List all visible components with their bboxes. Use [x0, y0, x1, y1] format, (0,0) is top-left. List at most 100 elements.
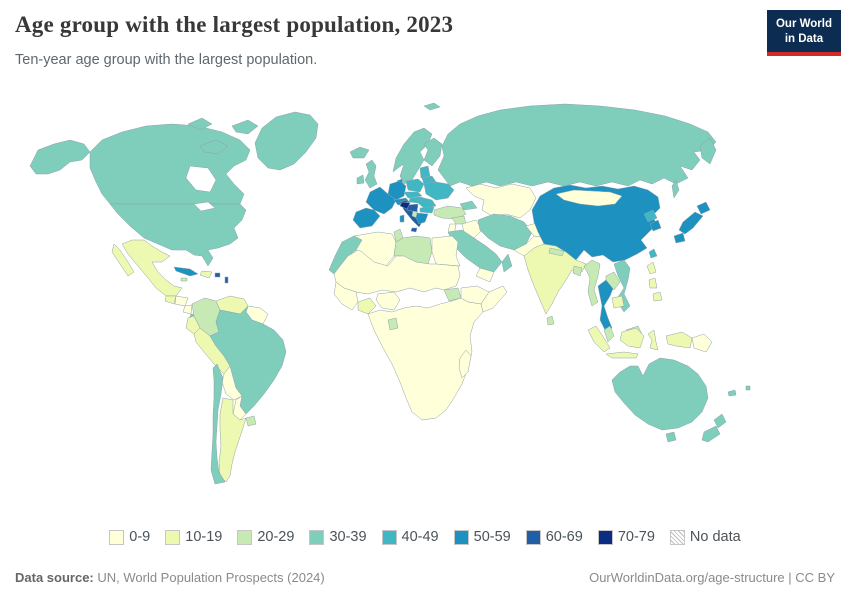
region-finland[interactable] [423, 137, 443, 167]
region-bolivia[interactable] [221, 365, 243, 401]
legend-label: 0-9 [129, 529, 151, 545]
region-caucasus[interactable] [459, 200, 478, 211]
owid-logo[interactable]: Our World in Data [766, 10, 841, 56]
region-japan[interactable] [673, 232, 686, 244]
region-japan[interactable] [678, 211, 704, 235]
region-alaska[interactable] [29, 139, 91, 175]
legend-item-40-49[interactable]: 40-49 [381, 529, 439, 545]
region-russia[interactable] [423, 102, 441, 111]
region-nepal[interactable] [548, 247, 565, 257]
legend-item-no-data[interactable]: No data [669, 529, 741, 545]
region-canada[interactable] [89, 123, 251, 205]
region-new-caledonia[interactable] [727, 389, 737, 397]
page-subtitle: Ten-year age group with the largest popu… [15, 52, 318, 68]
region-myanmar[interactable] [583, 259, 601, 307]
region-russia[interactable] [699, 137, 717, 165]
region-hispaniola[interactable] [199, 270, 213, 279]
legend-swatch [237, 529, 253, 545]
region-cuba[interactable] [173, 266, 199, 277]
region-iberia[interactable] [352, 207, 381, 229]
region-sardinia[interactable] [399, 214, 405, 223]
region-philippines[interactable] [652, 291, 663, 302]
legend-item-70-79[interactable]: 70-79 [597, 529, 655, 545]
region-north-korea[interactable] [643, 209, 658, 223]
region-indonesia[interactable] [665, 331, 693, 349]
region-gabon-congo[interactable] [387, 317, 399, 331]
region-bulgaria[interactable] [419, 206, 435, 214]
region-japan[interactable] [696, 201, 711, 215]
region-iran[interactable] [477, 213, 533, 251]
region-nigeria[interactable] [375, 291, 401, 311]
region-indonesia[interactable] [647, 329, 659, 351]
region-indonesia[interactable] [605, 351, 639, 359]
region-egypt[interactable] [431, 235, 461, 267]
region-guatemala[interactable] [164, 295, 177, 305]
footer-link[interactable]: OurWorldinData.org/age-structure | CC BY [589, 570, 835, 585]
region-indonesia[interactable] [619, 327, 645, 349]
region-argentina[interactable] [218, 397, 247, 483]
region-fiji[interactable] [745, 385, 751, 391]
region-jamaica[interactable] [180, 277, 188, 282]
region-kazakhstan-central-asia[interactable] [465, 183, 537, 219]
region-puerto-rico[interactable] [214, 272, 221, 278]
region-tasmania[interactable] [665, 431, 677, 443]
region-poland[interactable] [405, 178, 425, 193]
region-yemen[interactable] [475, 267, 495, 283]
region-uruguay[interactable] [245, 415, 257, 427]
region-new-zealand[interactable] [713, 413, 727, 429]
legend-item-20-29[interactable]: 20-29 [237, 529, 294, 545]
region-sahel[interactable] [333, 249, 461, 295]
region-romania[interactable] [417, 196, 437, 209]
region-chile[interactable] [210, 363, 226, 485]
region-lesser-antilles[interactable] [224, 276, 229, 284]
legend-item-0-9[interactable]: 0-9 [109, 529, 150, 545]
region-france[interactable] [365, 186, 397, 215]
legend-swatch [109, 529, 125, 545]
region-ireland[interactable] [356, 174, 365, 185]
legend-item-60-69[interactable]: 60-69 [525, 529, 583, 545]
region-mexico[interactable] [121, 239, 183, 297]
region-philippines[interactable] [646, 261, 657, 275]
legend-swatch [525, 529, 541, 545]
region-sicily[interactable] [410, 227, 418, 233]
region-cambodia[interactable] [611, 295, 625, 309]
legend-item-10-19[interactable]: 10-19 [165, 529, 222, 545]
region-croatia[interactable] [399, 201, 411, 210]
region-nicaragua[interactable] [182, 304, 193, 315]
region-indonesia[interactable] [587, 325, 611, 353]
region-philippines[interactable] [648, 277, 658, 289]
region-usa[interactable] [109, 203, 247, 267]
region-greece[interactable] [415, 212, 429, 225]
legend-label: 40-49 [401, 529, 439, 545]
region-sri-lanka[interactable] [546, 315, 555, 326]
region-ukraine[interactable] [423, 181, 455, 201]
region-mexico[interactable] [111, 243, 135, 277]
region-papua-new-guinea[interactable] [691, 333, 713, 353]
legend-item-30-39[interactable]: 30-39 [309, 529, 367, 545]
region-china[interactable] [531, 184, 661, 263]
region-west-africa[interactable] [333, 281, 359, 311]
region-honduras[interactable] [174, 295, 189, 307]
region-russia[interactable] [437, 103, 717, 187]
region-south-korea[interactable] [649, 219, 662, 232]
region-australia[interactable] [611, 357, 709, 431]
region-oman[interactable] [501, 253, 513, 273]
region-madagascar[interactable] [458, 349, 472, 379]
region-malaysia[interactable] [603, 325, 615, 343]
region-baltics[interactable] [419, 165, 431, 179]
region-ghana-ivory[interactable] [357, 297, 377, 315]
region-mongolia[interactable] [555, 189, 623, 207]
region-norway-sweden[interactable] [392, 127, 433, 185]
region-new-zealand[interactable] [701, 425, 721, 443]
region-russia[interactable] [671, 179, 680, 199]
region-bangladesh[interactable] [572, 265, 583, 277]
region-iceland[interactable] [349, 146, 370, 159]
region-taiwan[interactable] [648, 248, 658, 259]
region-czech-slovakia[interactable] [403, 191, 423, 199]
region-thailand[interactable] [597, 279, 615, 333]
legend-item-50-59[interactable]: 50-59 [453, 529, 511, 545]
region-laos[interactable] [605, 271, 621, 291]
region-arctic-islands[interactable] [187, 117, 259, 155]
region-uk[interactable] [364, 159, 378, 189]
region-greenland[interactable] [254, 111, 319, 171]
